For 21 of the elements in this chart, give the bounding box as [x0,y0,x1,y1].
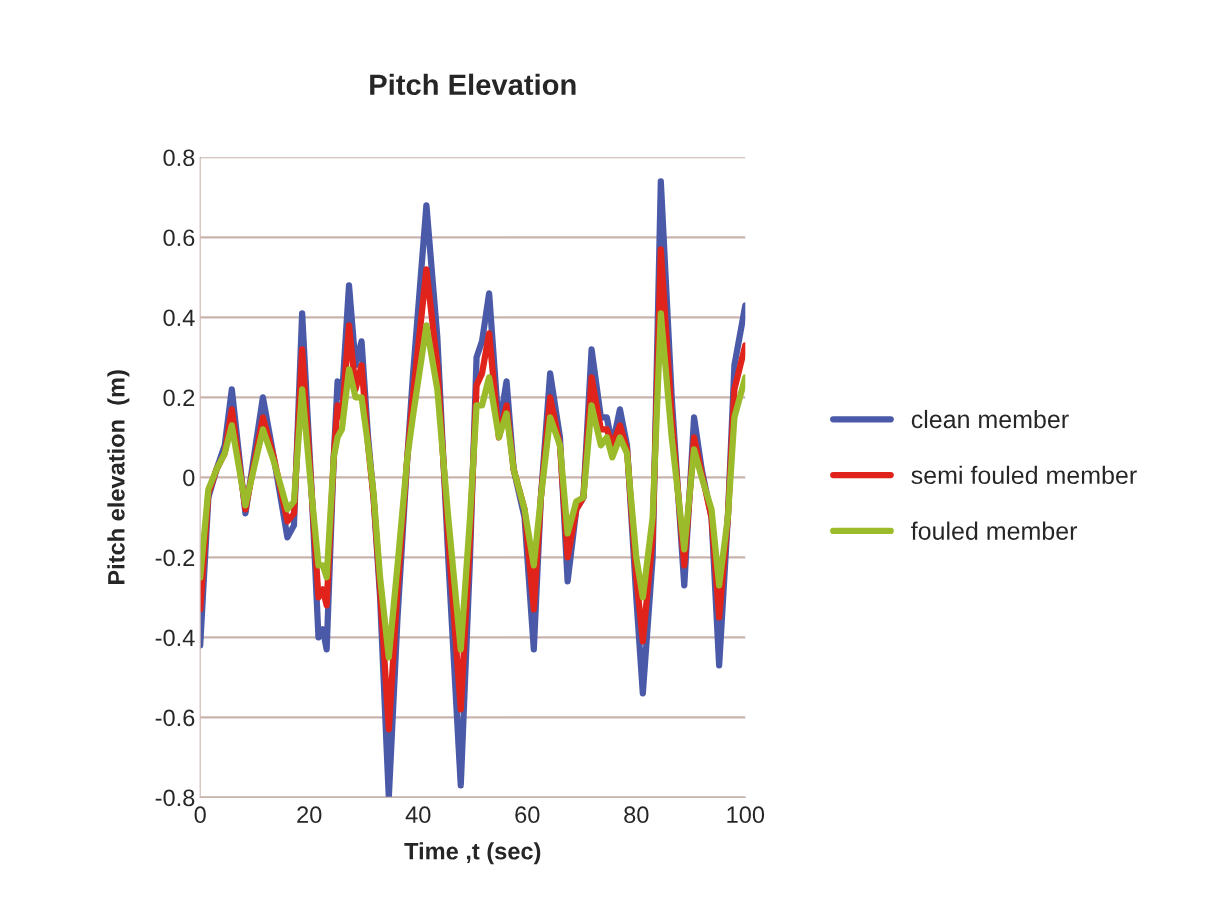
x-tick-label: 60 [515,806,540,824]
chart-title: Pitch Elevation [370,73,576,96]
x-tick-label: 0 [194,806,206,824]
y-tick-label: -0.2 [155,549,195,567]
y-tick-label: -0.8 [155,789,195,807]
y-tick-label: 0 [183,469,195,487]
legend-label: semi fouled member [911,465,1137,485]
legend-label: clean member [911,409,1069,429]
y-tick-label: 0.2 [163,389,195,407]
y-tick-label: 0.4 [163,309,195,327]
y-tick-label: -0.4 [155,629,195,647]
x-tick-label: 20 [297,806,322,824]
y-tick-label: 0.6 [163,229,195,247]
x-tick-label: 100 [727,806,765,824]
y-tick-label: 0.8 [163,149,195,167]
x-tick-label: 40 [405,806,431,824]
x-axis-title: Time ,t (sec) [404,842,541,865]
y-tick-label: -0.6 [155,709,195,727]
legend-label: fouled member [911,521,1078,540]
x-tick-label: 80 [624,806,649,824]
y-axis-title: Pitch elevation (m) [107,370,130,585]
